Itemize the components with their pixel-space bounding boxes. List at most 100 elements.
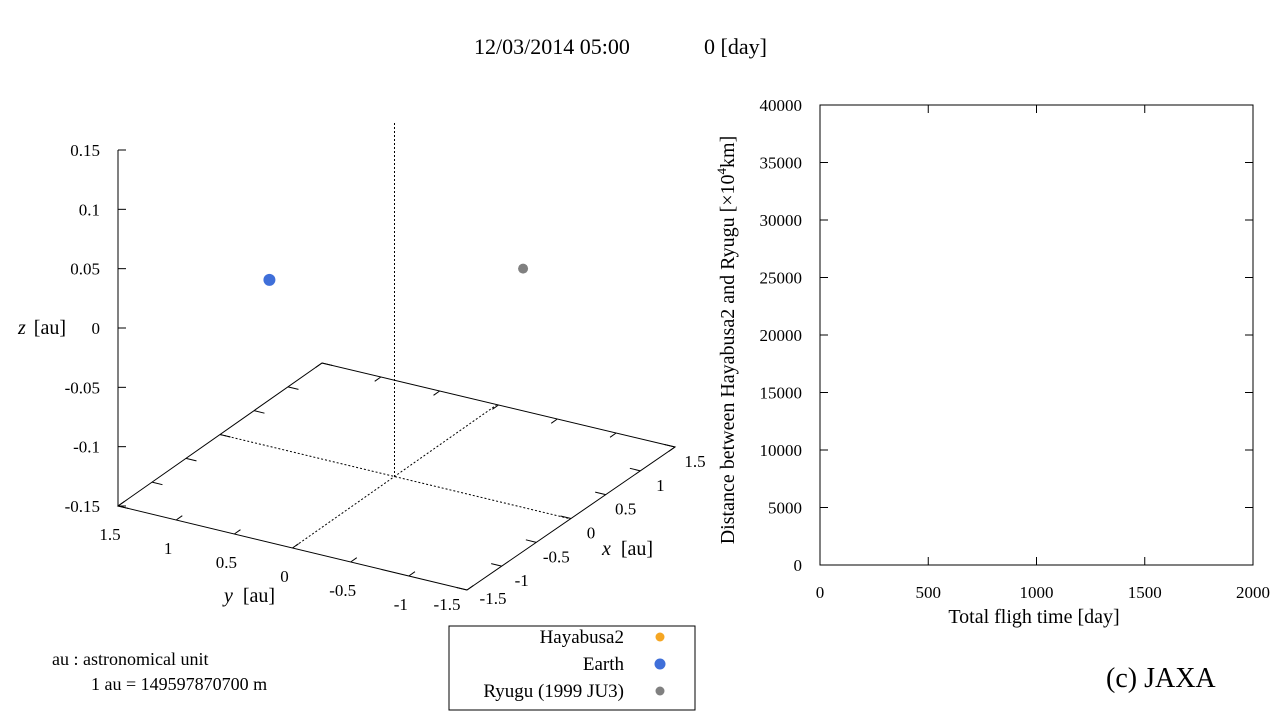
x-tick-label: 0.5 bbox=[615, 500, 636, 519]
distance-x-tick-label: 1500 bbox=[1128, 583, 1162, 602]
distance-y-tick-label: 10000 bbox=[760, 441, 803, 460]
x-tick-label: -0.5 bbox=[543, 547, 570, 566]
z-tick-label: 0.1 bbox=[79, 200, 100, 219]
x-tick bbox=[456, 586, 468, 591]
legend-marker-ryugu-1999-ju3 bbox=[655, 686, 665, 696]
distance-y-tick-label: 20000 bbox=[760, 326, 803, 345]
x-tick bbox=[525, 539, 537, 543]
x-tick-back bbox=[151, 481, 163, 486]
ryugu-1999-ju3-marker bbox=[518, 263, 529, 274]
x-tick bbox=[664, 443, 676, 448]
y-tick-back bbox=[492, 404, 499, 410]
x-tick bbox=[560, 515, 572, 519]
y-tick-back bbox=[374, 376, 382, 382]
y-tick-label: -0.5 bbox=[329, 581, 356, 600]
plot3d-frame bbox=[116, 123, 677, 591]
y-axis-title: y [au] bbox=[222, 585, 275, 607]
earth-marker bbox=[263, 273, 276, 286]
legend-box bbox=[448, 625, 696, 711]
x-tick bbox=[629, 467, 641, 472]
orbit-3d-plot: 0.150.10.050-0.05-0.1-0.15 1.510.50-0.5-… bbox=[17, 123, 706, 614]
z-tick-label: 0 bbox=[92, 319, 101, 338]
y-tick-label: 0 bbox=[280, 567, 289, 586]
y-axis-ticks: 1.5 1 0.5 0 -0.5 -1 -1.5 bbox=[99, 362, 676, 614]
y-tick-label: 1.5 bbox=[99, 525, 120, 544]
distance-y-tick-label: 35000 bbox=[760, 154, 803, 173]
y-tick-back bbox=[668, 446, 676, 452]
x-tick-back bbox=[287, 386, 299, 390]
distance-plot-frame bbox=[819, 104, 1254, 566]
header-elapsed: 0 [day] bbox=[704, 34, 767, 59]
y-tick-label: -1 bbox=[394, 595, 408, 614]
distance-x-tick-label: 0 bbox=[816, 583, 825, 602]
x-tick-back bbox=[253, 410, 265, 414]
z-tick-label: 0.15 bbox=[70, 141, 100, 160]
distance-x-tick-label: 500 bbox=[916, 583, 942, 602]
distance-y-title-main: Distance between Hayabusa2 and Ryugu [×1… bbox=[717, 174, 739, 544]
z-axis-var: z bbox=[17, 317, 26, 339]
distance-y-tick-label: 30000 bbox=[760, 211, 803, 230]
distance-x-tick-label: 2000 bbox=[1236, 583, 1270, 602]
distance-y-title: Distance between Hayabusa2 and Ryugu [×1… bbox=[714, 136, 739, 545]
x-tick-label: 0 bbox=[587, 524, 596, 543]
distance-y-ticks: 0 5000 10000 15000 20000 25000 30000 35000 40000 bbox=[760, 96, 1253, 575]
distance-y-tick-label: 25000 bbox=[760, 269, 803, 288]
x-tick-label: -1 bbox=[515, 571, 529, 590]
x-tick-label: 1 bbox=[656, 476, 665, 495]
y-tick-back bbox=[550, 418, 558, 424]
distance-plot: 0 500 1000 1500 2000 0 5000 10000 15000 20000 250… bbox=[714, 96, 1270, 628]
x-axis-title: x [au] bbox=[601, 538, 653, 560]
y-tick-label: 0.5 bbox=[216, 553, 237, 572]
credit-text: (c) JAXA bbox=[1106, 663, 1216, 694]
x-tick-back bbox=[219, 434, 231, 438]
distance-y-tick-label: 15000 bbox=[760, 384, 803, 403]
distance-x-title: Total fligh time [day] bbox=[948, 606, 1119, 628]
z-tick-label: 0.05 bbox=[70, 260, 100, 279]
legend-label-ryugu-1999-ju3: Ryugu (1999 JU3) bbox=[483, 681, 624, 702]
y-tick bbox=[350, 557, 358, 563]
x-tick bbox=[595, 491, 606, 496]
legend-marker-hayabusa2 bbox=[655, 632, 665, 642]
z-axis-unit: [au] bbox=[34, 317, 66, 339]
y-tick bbox=[175, 515, 183, 521]
x-tick-label: 1.5 bbox=[684, 452, 705, 471]
z-axis-ticks: 0.15 0.1 0.05 0 -0.05 -0.1 -0.15 bbox=[65, 141, 126, 516]
header-datetime: 12/03/2014 05:00 bbox=[474, 34, 630, 59]
x-axis-unit: [au] bbox=[621, 538, 653, 560]
z-tick-label: -0.05 bbox=[65, 378, 100, 397]
distance-x-ticks: 0 500 1000 1500 2000 bbox=[816, 105, 1270, 602]
y-axis-var: y bbox=[222, 585, 233, 607]
x-tick-back bbox=[185, 457, 197, 462]
legend-label-earth: Earth bbox=[583, 654, 625, 675]
z-tick-label: -0.1 bbox=[73, 438, 100, 457]
z-axis-title: z [au] bbox=[17, 317, 66, 339]
y-tick-label: -1.5 bbox=[434, 595, 461, 614]
y-tick bbox=[408, 571, 416, 577]
y-tick-back bbox=[433, 390, 440, 396]
x-axis-ticks: -1.5 -1 -0.5 0 0.5 1 1.5 bbox=[117, 362, 706, 608]
distance-y-tick-label: 0 bbox=[794, 556, 803, 575]
y-tick-back bbox=[315, 362, 323, 368]
legend: Hayabusa2 Earth Ryugu (1999 JU3) bbox=[448, 625, 696, 711]
distance-y-tick-label: 40000 bbox=[760, 96, 803, 115]
y-tick bbox=[292, 543, 299, 549]
y-tick bbox=[117, 501, 125, 507]
x-tick-back bbox=[117, 505, 129, 510]
note-au-value: 1 au = 149597870700 m bbox=[91, 674, 267, 694]
x-axis-var: x bbox=[601, 538, 611, 560]
distance-x-tick-label: 1000 bbox=[1020, 583, 1054, 602]
y-tick-back bbox=[609, 432, 617, 438]
y-axis-unit: [au] bbox=[243, 585, 275, 607]
z-tick-label: -0.15 bbox=[65, 497, 100, 516]
y-tick bbox=[234, 529, 241, 535]
plot3d-points bbox=[263, 263, 529, 286]
legend-marker-earth bbox=[654, 658, 666, 670]
distance-y-title-tail: km] bbox=[717, 136, 739, 168]
legend-label-hayabusa2: Hayabusa2 bbox=[540, 627, 624, 648]
x-tick-back bbox=[321, 362, 333, 367]
x-tick-label: -1.5 bbox=[480, 589, 507, 608]
distance-y-title-sup: 4 bbox=[714, 167, 729, 174]
y-tick bbox=[466, 585, 474, 591]
distance-y-tick-label: 5000 bbox=[768, 499, 802, 518]
